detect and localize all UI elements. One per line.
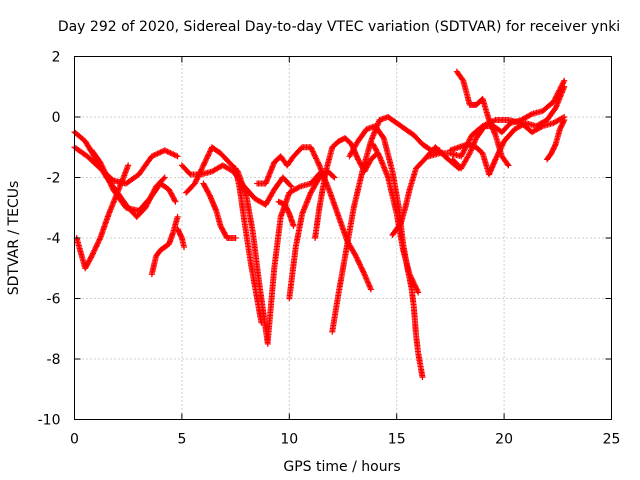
y-tick-label: 0 — [52, 110, 61, 126]
y-tick-label: -6 — [47, 292, 61, 308]
plus-markers — [329, 114, 443, 335]
plus-markers — [232, 165, 265, 326]
y-tick-label: -2 — [47, 171, 61, 187]
series-arc-19 — [370, 141, 422, 296]
plus-markers — [312, 135, 381, 241]
series-arc-20 — [453, 68, 512, 169]
plus-markers — [370, 141, 422, 296]
plot-frame — [74, 56, 612, 420]
x-axis-title: GPS time / hours — [283, 459, 400, 475]
plus-markers — [449, 77, 568, 172]
y-tick-label: -8 — [47, 352, 61, 368]
data-marks — [71, 68, 568, 381]
plus-markers — [544, 117, 568, 163]
plus-markers — [71, 129, 168, 220]
plus-markers — [88, 147, 179, 214]
tick-labels: 0 5 10 15 20 25 -10 -8 -6 -4 -2 0 2 — [38, 50, 621, 448]
plus-markers — [148, 213, 181, 278]
series-arc-1 — [71, 129, 168, 220]
series-arc-9 — [200, 180, 239, 241]
series-arc-11 — [264, 168, 325, 344]
series-arc-16 — [329, 114, 443, 335]
series-arc-5 — [148, 213, 181, 278]
y-tick-label: -10 — [38, 413, 61, 429]
series-arc-6 — [174, 225, 188, 251]
series-arc-2 — [73, 162, 132, 272]
y-axis-title: SDTVAR / TECUs — [6, 181, 22, 296]
grid-lines — [74, 56, 612, 420]
x-tick-label: 25 — [603, 432, 621, 448]
series-arc-4 — [88, 147, 179, 214]
series-arc-15 — [312, 135, 381, 241]
x-tick-label: 15 — [388, 432, 406, 448]
series-arc-24 — [544, 117, 568, 163]
plus-markers — [73, 162, 132, 272]
plus-markers — [174, 225, 188, 251]
y-tick-label: -4 — [47, 231, 61, 247]
series-arc-23 — [425, 114, 568, 160]
y-tick-label: 2 — [52, 50, 61, 66]
plus-markers — [425, 114, 568, 160]
x-tick-label: 10 — [280, 432, 298, 448]
series-arc-22 — [449, 77, 568, 172]
chart-title: Day 292 of 2020, Sidereal Day-to-day VTE… — [58, 19, 620, 35]
series-arc-10 — [232, 165, 265, 326]
x-tick-label: 0 — [70, 432, 79, 448]
x-tick-label: 20 — [495, 432, 513, 448]
series-arc-13 — [275, 198, 297, 229]
x-tick-label: 5 — [177, 432, 186, 448]
plus-markers — [200, 180, 239, 241]
plus-markers — [264, 168, 325, 344]
plus-markers — [275, 198, 297, 229]
plus-markers — [453, 68, 512, 169]
